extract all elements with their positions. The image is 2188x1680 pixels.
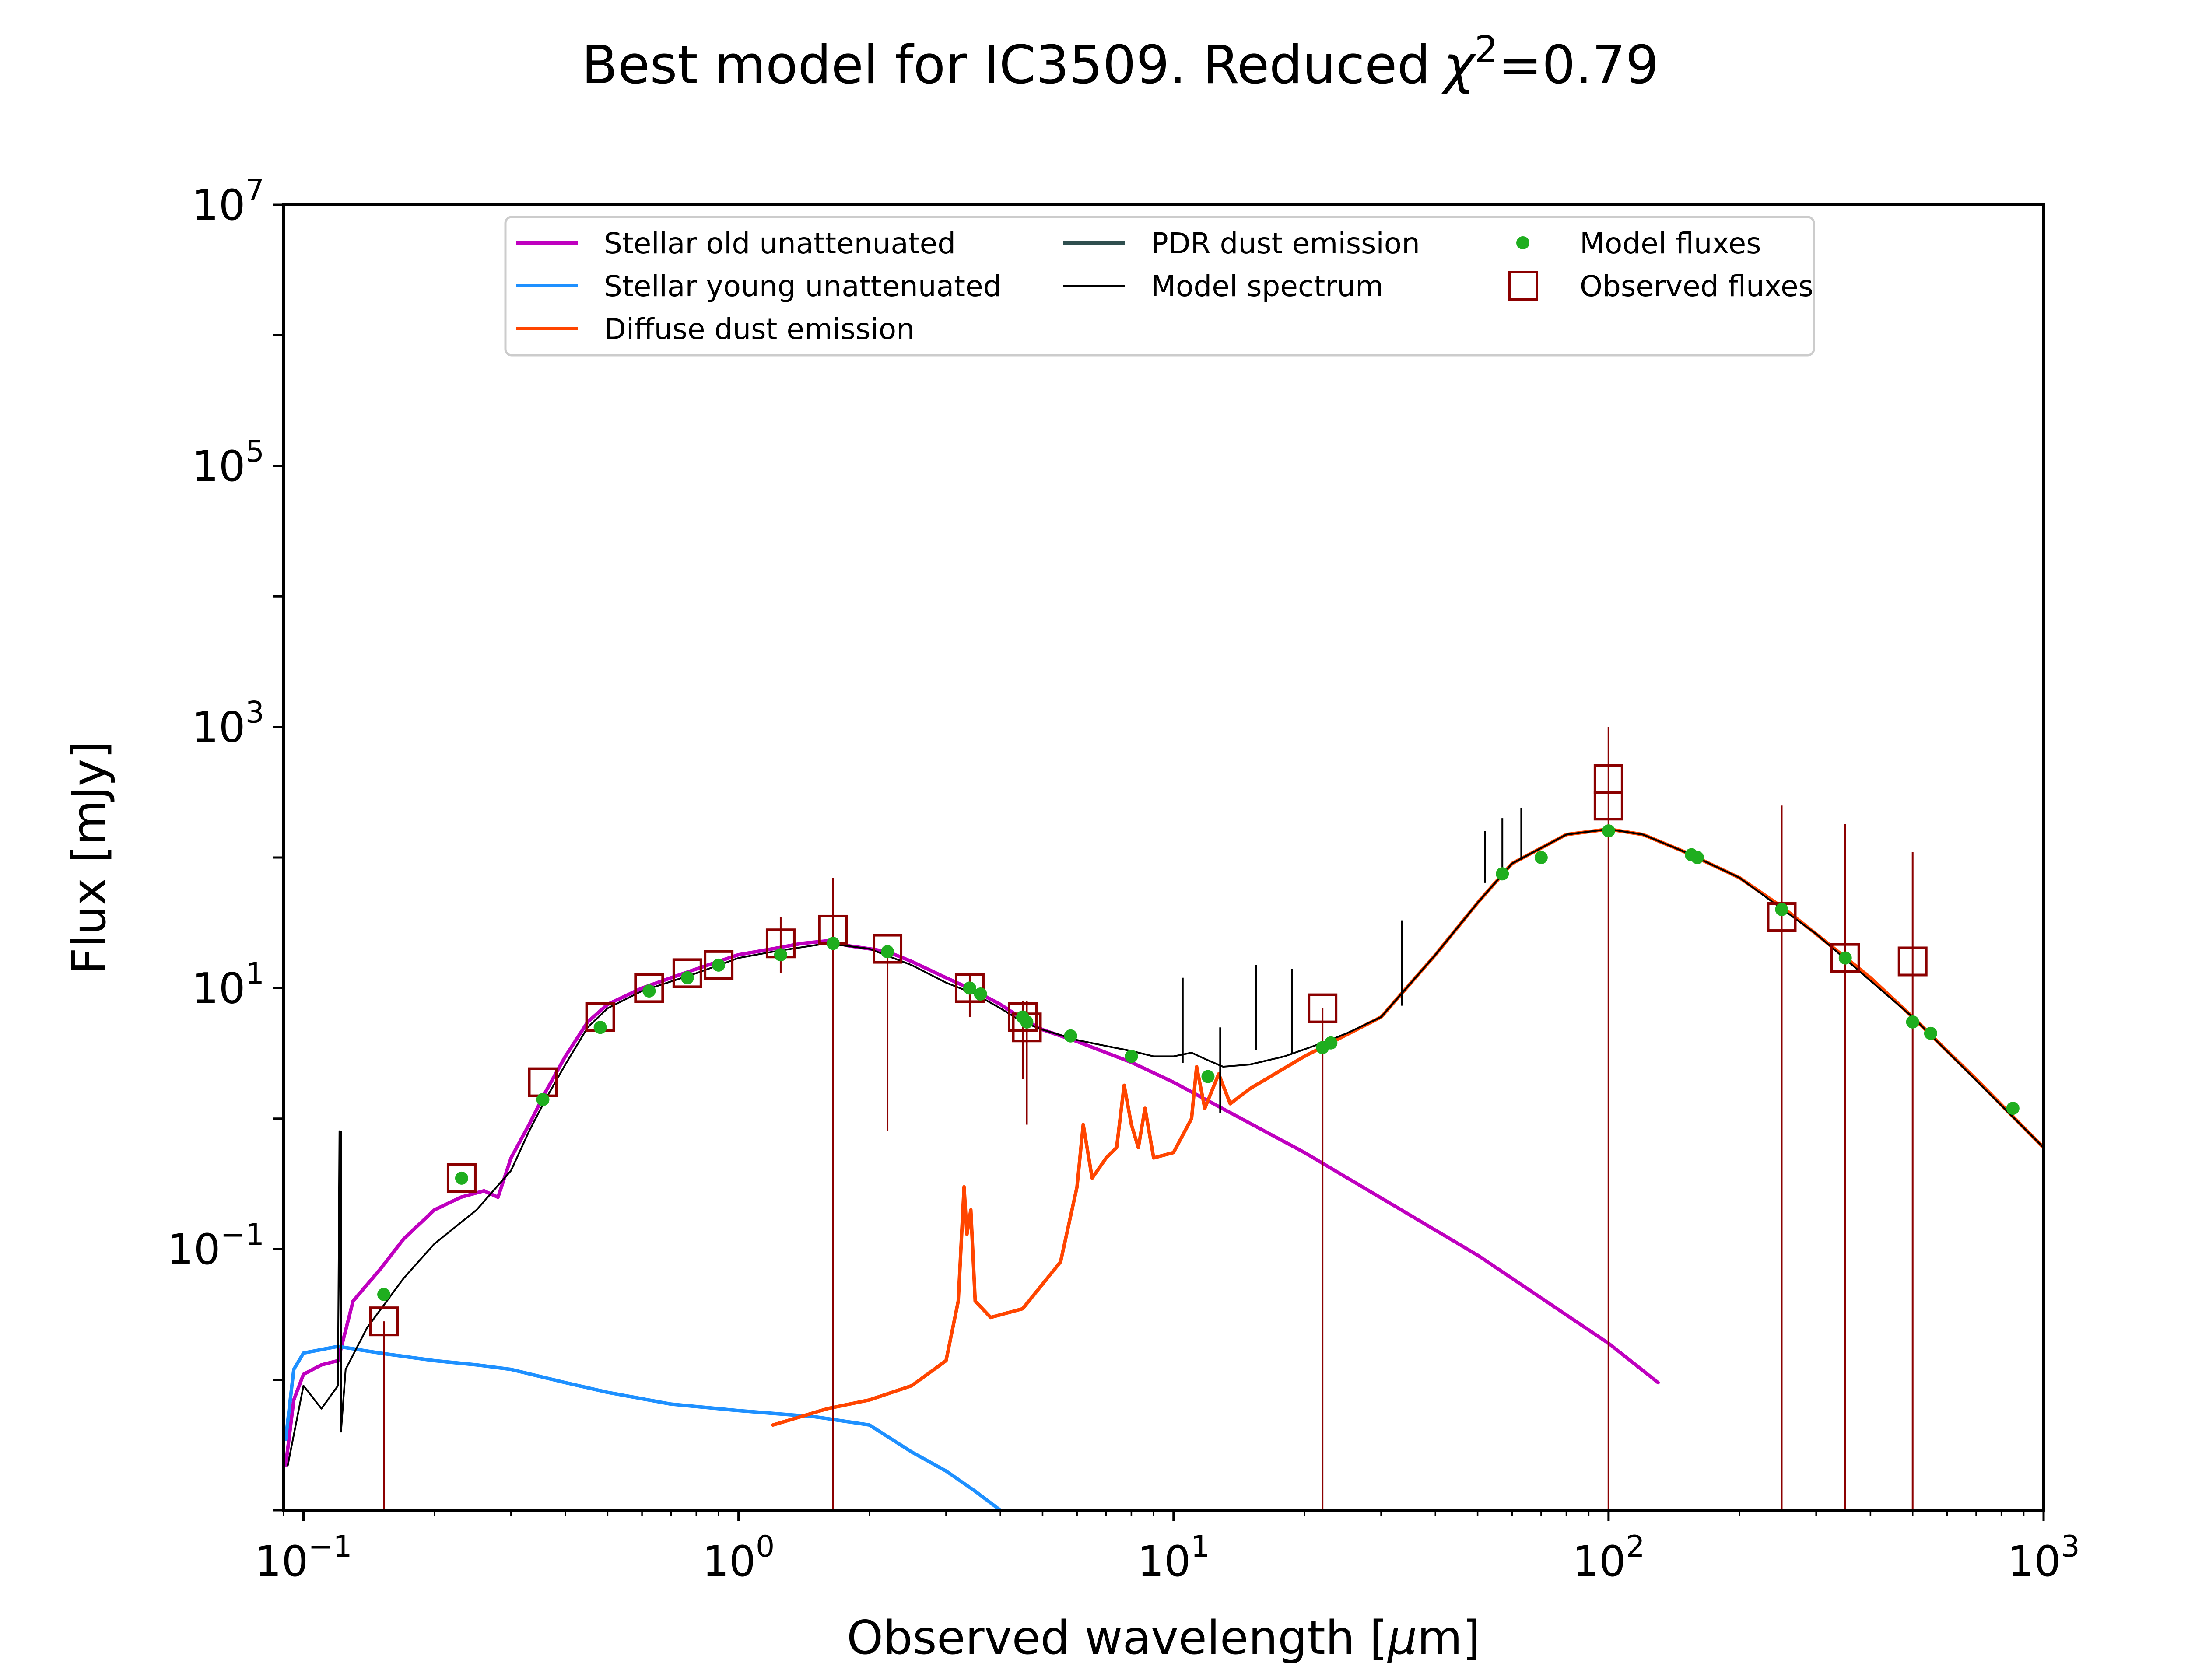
y-tick-label: 10−1 [167, 1218, 264, 1274]
x-tick-label: 101 [1137, 1530, 1210, 1586]
model-flux-point [881, 945, 894, 959]
model-flux-point [774, 948, 787, 962]
legend-items: Stellar old unattenuated Stellar young un… [516, 227, 1813, 346]
model-flux-point [642, 984, 656, 998]
model-flux-point [826, 937, 840, 950]
legend-label-stellar-old-unattenuated: Stellar old unattenuated [604, 227, 956, 260]
model-flux-point [1201, 1070, 1215, 1083]
x-tick-label: 10−1 [255, 1530, 352, 1586]
series-line-model-spectrum [287, 828, 2044, 1466]
x-tick-label: 100 [702, 1530, 775, 1586]
observed-flux-marker [1830, 943, 1860, 973]
y-tick-label: 107 [192, 173, 264, 230]
model-flux-point [680, 971, 694, 984]
model-flux-point [1064, 1029, 1077, 1043]
observed-flux-marker [672, 958, 702, 988]
markers-layer [369, 727, 2020, 1510]
legend-swatch-model-fluxes [1516, 236, 1529, 249]
x-tick-label: 103 [2007, 1530, 2079, 1586]
model-flux-point [1534, 851, 1548, 864]
legend-label-model-spectrum: Model spectrum [1151, 270, 1383, 303]
observed-flux-marker [1897, 946, 1928, 976]
model-flux-point [963, 981, 976, 995]
legend-label-stellar-young-unattenuated: Stellar young unattenuated [604, 270, 1002, 303]
observed-flux-marker [704, 950, 734, 980]
model-flux-point [1775, 903, 1788, 916]
model-flux-point [1324, 1036, 1338, 1050]
model-flux-point [1906, 1015, 1919, 1029]
legend-label-model-fluxes: Model fluxes [1580, 227, 1761, 260]
model-flux-point [536, 1093, 550, 1106]
x-tick-label: 102 [1572, 1530, 1645, 1586]
model-flux-point [1838, 951, 1852, 965]
model-flux-point [1496, 867, 1509, 881]
observed-flux-marker [1593, 764, 1623, 794]
y-tick-label: 103 [192, 696, 264, 752]
legend-box [504, 216, 1815, 357]
observed-flux-marker [446, 1163, 477, 1193]
chart-title: Best model for IC3509. Reduced χ2=0.79 [582, 28, 1659, 96]
x-axis-label: Observed wavelength [μm] [847, 1611, 1480, 1665]
y-tick-label: 105 [192, 434, 264, 491]
legend-label-diffuse-dust-emission: Diffuse dust emission [604, 312, 915, 346]
legend-swatch-observed-fluxes [1508, 271, 1538, 301]
observed-flux-marker [1308, 993, 1338, 1023]
x-axis: 10−1 100 101 102 103 [255, 1510, 2080, 1586]
legend: Stellar old unattenuated Stellar young un… [504, 216, 1815, 357]
plot-area [282, 203, 2045, 1512]
observed-flux-marker [1007, 1002, 1038, 1032]
model-flux-point [593, 1021, 607, 1034]
legend-label-pdr-dust-emission: PDR dust emission [1151, 227, 1420, 260]
y-axis-label: Flux [mJy] [62, 741, 116, 974]
model-flux-point [1125, 1050, 1138, 1063]
model-flux-point [2006, 1102, 2020, 1115]
legend-label-observed-fluxes: Observed fluxes [1580, 270, 1813, 303]
series-layer [284, 808, 2044, 1510]
observed-flux-marker [873, 934, 903, 964]
model-flux-point [1924, 1026, 1937, 1040]
observed-flux-marker [634, 973, 664, 1003]
model-flux-point [1602, 824, 1615, 838]
observed-flux-marker [369, 1306, 399, 1337]
model-flux-point [974, 987, 987, 1001]
model-flux-point [1020, 1015, 1034, 1029]
model-flux-point [712, 958, 726, 972]
y-tick-label: 101 [192, 956, 264, 1013]
model-flux-point [377, 1288, 391, 1301]
model-flux-point [455, 1171, 468, 1185]
model-flux-point [1690, 851, 1704, 864]
y-axis: 10−1 101 103 105 107 [167, 173, 284, 1512]
series-line-stellar-young-unattenuated [284, 1344, 1003, 1510]
observed-flux-marker [954, 973, 985, 1003]
